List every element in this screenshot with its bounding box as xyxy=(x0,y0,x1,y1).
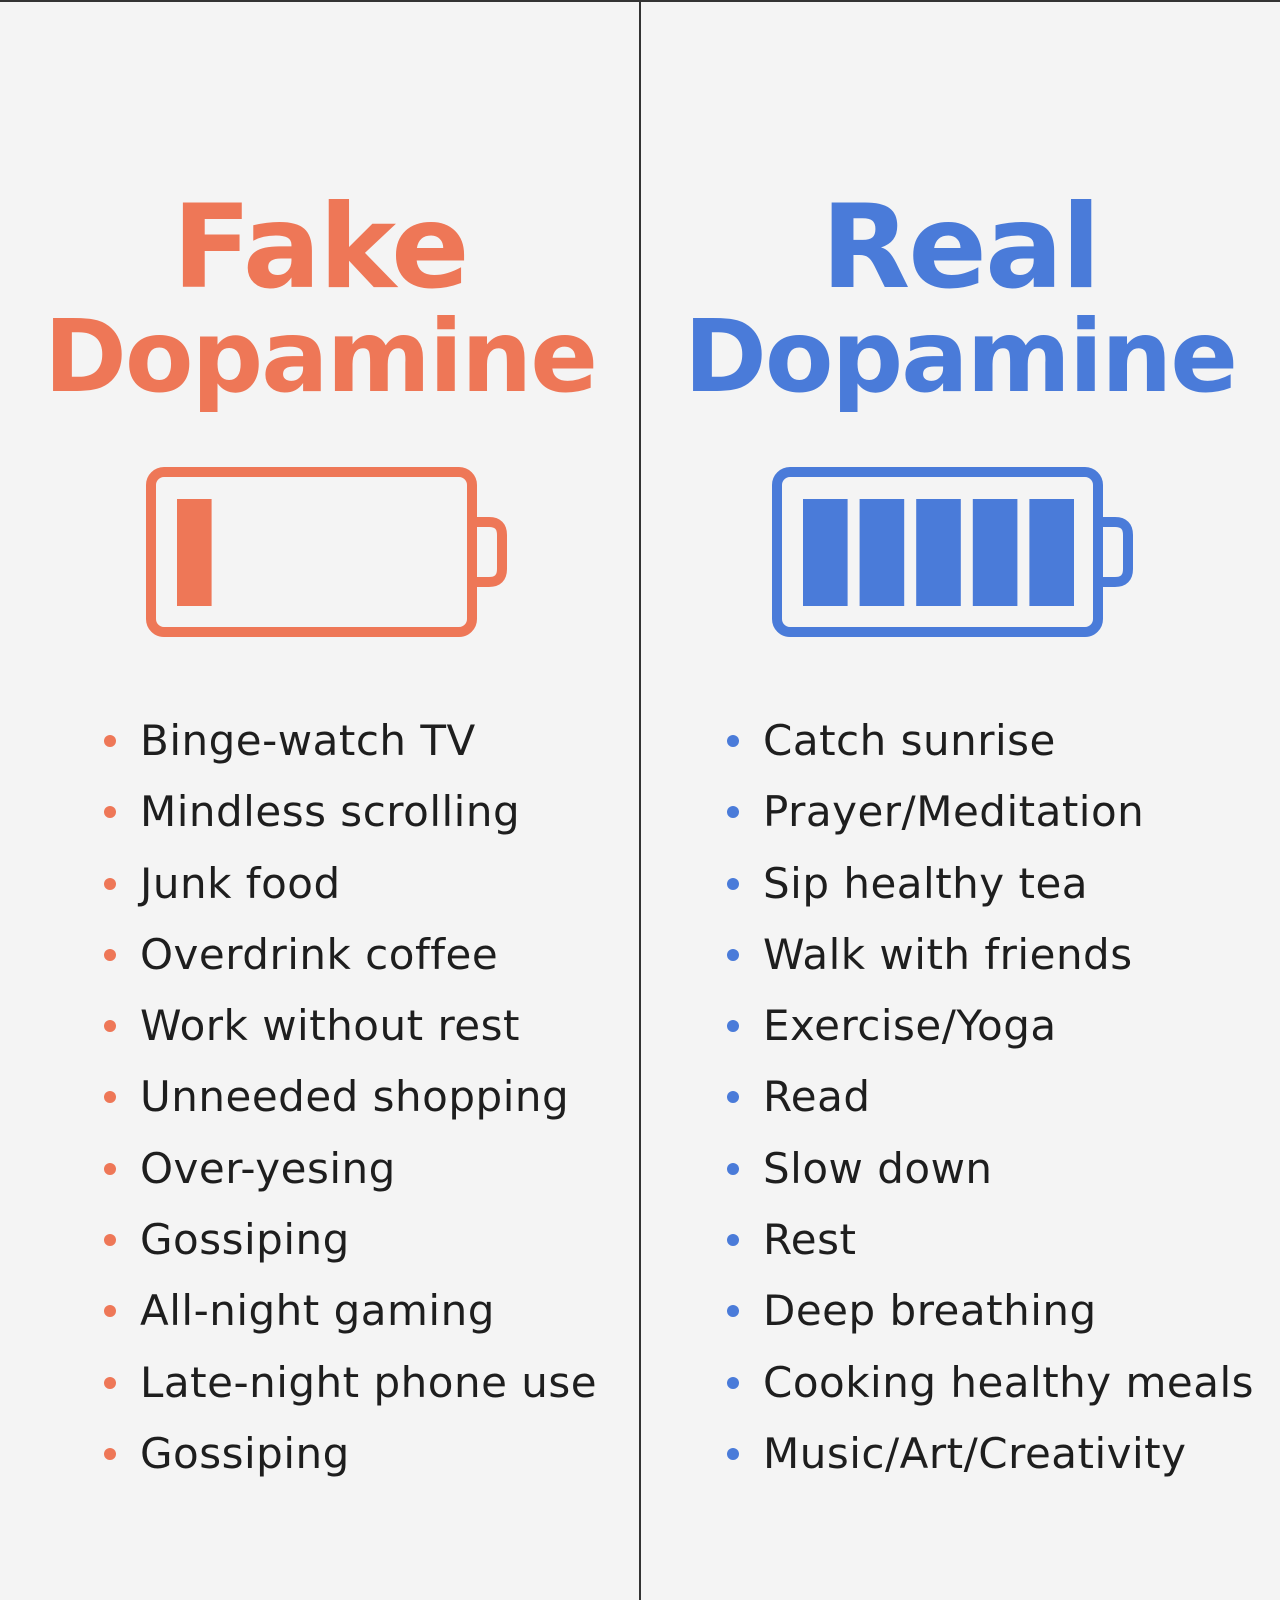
battery-bar xyxy=(972,499,1018,606)
bullet-icon xyxy=(104,806,116,819)
list-item-label: Work without rest xyxy=(140,1001,520,1051)
fake-title-dopamine: Dopamine xyxy=(43,298,598,415)
bullet-icon xyxy=(727,1376,739,1389)
list-item-label: Binge-watch TV xyxy=(140,716,476,765)
list-item-label: Unneeded shopping xyxy=(140,1072,570,1122)
real-title-dopamine: Dopamine xyxy=(683,298,1238,415)
list-item: Music/Art/Creativity xyxy=(725,1418,1254,1489)
list-item-label: Gossiping xyxy=(140,1215,350,1265)
list-item-label: Exercise/Yoga xyxy=(763,1001,1057,1051)
list-item-label: Sip healthy tea xyxy=(763,858,1089,908)
list-item: Unneeded shopping xyxy=(102,1061,597,1132)
list-item-label: Prayer/Meditation xyxy=(763,787,1145,837)
fake-title-word: Fake xyxy=(172,180,469,315)
list-item: Walk with friends xyxy=(725,919,1254,990)
list-item: Gossiping xyxy=(102,1204,597,1275)
bullet-icon xyxy=(104,1447,116,1460)
list-item-label: Mindless scrolling xyxy=(140,787,521,837)
list-item: Exercise/Yoga xyxy=(725,990,1254,1061)
battery-bar xyxy=(859,499,905,606)
bullet-icon xyxy=(104,1234,116,1247)
list-item-label: All-night gaming xyxy=(140,1286,495,1336)
bullet-icon xyxy=(727,806,739,819)
bullet-icon xyxy=(727,877,739,890)
list-item: Over-yesing xyxy=(102,1133,597,1204)
fake-dopamine-list: Binge-watch TV Mindless scrolling Junk foo… xyxy=(102,705,597,1489)
list-item-label: Rest xyxy=(763,1215,857,1265)
bullet-icon xyxy=(104,1376,116,1389)
battery-low-icon xyxy=(146,467,526,647)
bullet-icon xyxy=(727,1447,739,1460)
list-item: Work without rest xyxy=(102,990,597,1061)
list-item: Junk food xyxy=(102,848,597,919)
list-item: Prayer/Meditation xyxy=(725,776,1254,847)
list-item: All-night gaming xyxy=(102,1275,597,1346)
bullet-icon xyxy=(727,1020,739,1033)
list-item: Gossiping xyxy=(102,1418,597,1489)
list-item-label: Overdrink coffee xyxy=(140,929,499,979)
bullet-icon xyxy=(727,1234,739,1247)
column-divider xyxy=(639,2,641,1600)
bullet-icon xyxy=(104,735,116,747)
list-item: Sip healthy tea xyxy=(725,848,1254,919)
list-item-label: Cooking healthy meals xyxy=(763,1357,1255,1407)
list-item-label: Junk food xyxy=(140,858,341,908)
list-item: Slow down xyxy=(725,1133,1254,1204)
list-item-label: Walk with friends xyxy=(763,929,1133,979)
list-item-label: Late-night phone use xyxy=(140,1357,598,1407)
bullet-icon xyxy=(104,1020,116,1033)
battery-full-icon xyxy=(772,467,1152,647)
list-item: Read xyxy=(725,1061,1254,1132)
bullet-icon xyxy=(104,877,116,890)
bullet-icon xyxy=(727,948,739,961)
list-item-label: Music/Art/Creativity xyxy=(763,1428,1187,1478)
list-item: Rest xyxy=(725,1204,1254,1275)
real-dopamine-list: Catch sunrise Prayer/Meditation Sip health… xyxy=(725,705,1254,1489)
bullet-icon xyxy=(727,735,739,747)
list-item-label: Read xyxy=(763,1072,871,1122)
list-item: Deep breathing xyxy=(725,1275,1254,1346)
list-item: Cooking healthy meals xyxy=(725,1347,1254,1418)
list-item-label: Slow down xyxy=(763,1143,993,1193)
bullet-icon xyxy=(727,1305,739,1318)
list-item: Catch sunrise xyxy=(725,705,1254,776)
bullet-icon xyxy=(104,948,116,961)
bullet-icon xyxy=(727,1162,739,1175)
list-item: Overdrink coffee xyxy=(102,919,597,990)
list-item-label: Deep breathing xyxy=(763,1286,1097,1336)
list-item: Late-night phone use xyxy=(102,1347,597,1418)
list-item: Binge-watch TV xyxy=(102,705,597,776)
battery-bar xyxy=(916,499,961,606)
list-item-label: Catch sunrise xyxy=(763,716,1056,765)
bullet-icon xyxy=(104,1305,116,1318)
battery-bar xyxy=(803,499,848,606)
battery-bar xyxy=(177,499,212,606)
bullet-icon xyxy=(727,1091,739,1104)
list-item: Mindless scrolling xyxy=(102,776,597,847)
fake-dopamine-column: Fake Dopamine Binge-watch TV Mindless scr… xyxy=(0,2,640,1600)
bullet-icon xyxy=(104,1091,116,1104)
bullet-icon xyxy=(104,1162,116,1175)
real-dopamine-column: Real Dopamine Catch sunrise Prayer/Medita… xyxy=(640,2,1280,1600)
list-item-label: Over-yesing xyxy=(140,1143,396,1193)
battery-bar xyxy=(1029,499,1074,606)
real-title-word: Real xyxy=(820,180,1101,315)
list-item-label: Gossiping xyxy=(140,1428,350,1478)
